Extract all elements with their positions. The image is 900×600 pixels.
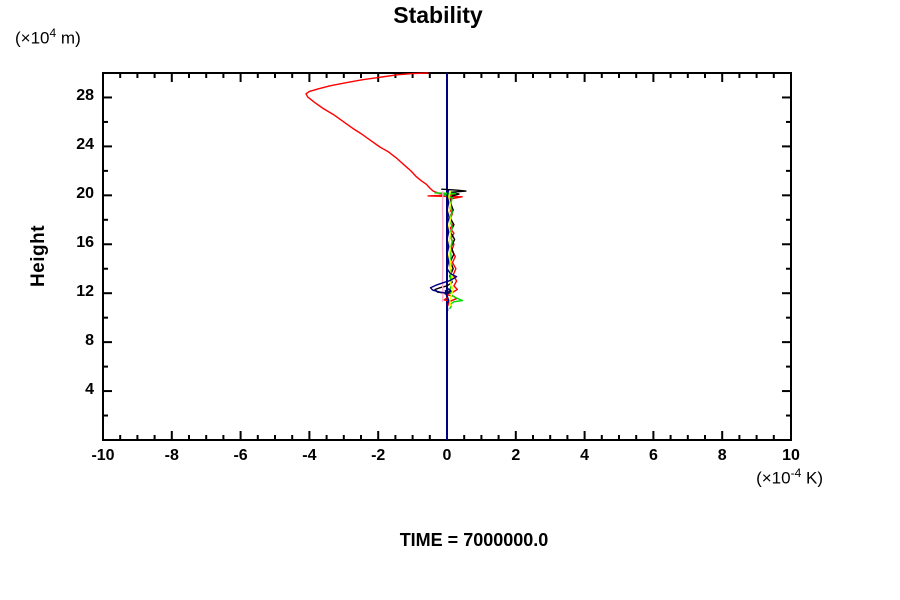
x-tick-label: 10 [782, 447, 800, 464]
y-unit-prefix: (×10 [15, 28, 50, 48]
y-tick-label: 4 [85, 381, 94, 399]
x-unit-prefix: (×10 [756, 468, 791, 488]
time-label: TIME = 7000000.0 [399, 530, 549, 550]
x-axis-unit-label: (×10-4 K) [0, 466, 823, 489]
y-tick-label: 16 [76, 234, 94, 252]
x-tick-label: 0 [442, 447, 452, 464]
series-yellow-line [448, 190, 454, 307]
y-tick-label: 28 [76, 87, 94, 105]
chart-title: Stability [393, 2, 483, 28]
y-tick-label: 24 [76, 136, 94, 154]
x-tick-label: -4 [302, 447, 317, 464]
x-tick-label: -6 [233, 447, 248, 464]
y-tick-label: 8 [85, 332, 94, 350]
y-tick-label: 20 [76, 185, 94, 203]
series-red-line [305, 72, 463, 307]
x-tick-label: -2 [371, 447, 386, 464]
x-unit-exponent: -4 [790, 466, 802, 480]
x-tick-label: -8 [164, 447, 179, 464]
y-unit-suffix: m) [56, 28, 81, 48]
y-axis-unit-label: (×104 m) [15, 26, 81, 49]
x-tick-label: 4 [580, 447, 590, 464]
x-unit-suffix: K) [801, 468, 823, 488]
y-unit-exponent: 4 [49, 26, 57, 40]
x-tick-label: 8 [717, 447, 727, 464]
series-navy-line [429, 189, 458, 311]
x-tick-label: -10 [91, 447, 115, 464]
x-tick-label: 6 [648, 447, 658, 464]
y-tick-label: 12 [76, 283, 94, 301]
x-tick-label: 2 [511, 447, 521, 464]
